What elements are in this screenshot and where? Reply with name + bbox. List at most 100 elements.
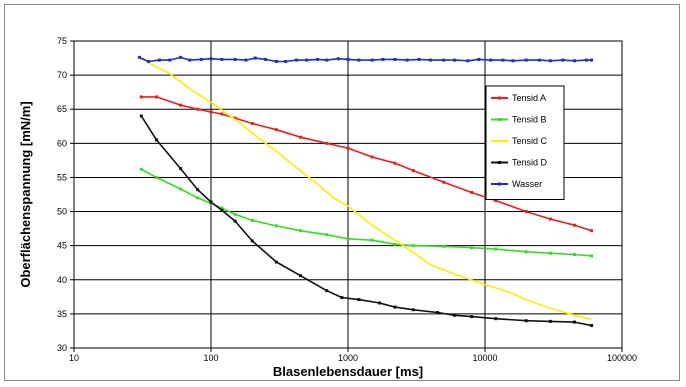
y-tick-label: 30 bbox=[57, 343, 67, 353]
y-tick-label: 60 bbox=[57, 138, 67, 148]
data-point bbox=[470, 190, 474, 194]
data-point bbox=[209, 110, 213, 114]
data-point bbox=[524, 250, 528, 254]
data-point bbox=[188, 58, 192, 62]
data-point bbox=[196, 188, 200, 192]
series-line bbox=[140, 115, 592, 327]
data-point bbox=[584, 58, 588, 62]
y-axis-label: Oberflächenspannung [mN/m] bbox=[18, 101, 33, 287]
data-point bbox=[147, 59, 151, 63]
data-point bbox=[340, 296, 344, 300]
data-point bbox=[209, 200, 213, 204]
y-tick-label: 65 bbox=[57, 104, 67, 114]
legend-entry: Wasser bbox=[512, 179, 542, 189]
data-point bbox=[274, 260, 278, 264]
x-tick-label: 10000 bbox=[472, 353, 497, 363]
legend-entry: Tensid C bbox=[512, 136, 548, 146]
x-axis: 10 100 1000 10000 100000 bbox=[69, 348, 637, 363]
data-point bbox=[548, 59, 552, 63]
data-point bbox=[196, 107, 200, 111]
series-tensid-c bbox=[139, 57, 592, 321]
data-point bbox=[494, 199, 498, 203]
legend-marker bbox=[498, 96, 501, 100]
y-tick-label: 40 bbox=[57, 275, 67, 285]
data-point bbox=[274, 224, 278, 228]
data-point bbox=[325, 289, 329, 293]
data-point bbox=[572, 253, 576, 257]
y-tick-label: 45 bbox=[57, 241, 67, 251]
data-point bbox=[489, 58, 493, 62]
legend-entry: Tensid A bbox=[512, 93, 546, 103]
data-point bbox=[442, 180, 446, 184]
data-point bbox=[538, 58, 542, 62]
data-point bbox=[284, 59, 288, 63]
data-point bbox=[154, 95, 158, 99]
data-point bbox=[316, 57, 320, 61]
data-point bbox=[453, 58, 457, 62]
data-point bbox=[250, 122, 254, 126]
x-tick-label: 1000 bbox=[338, 353, 358, 363]
data-point bbox=[470, 315, 474, 319]
legend-entry: Tensid B bbox=[512, 115, 547, 125]
data-point bbox=[233, 212, 237, 216]
data-point bbox=[157, 58, 161, 62]
data-point bbox=[494, 247, 498, 251]
data-point bbox=[253, 56, 257, 60]
data-point bbox=[298, 274, 302, 278]
data-point bbox=[548, 217, 552, 221]
data-point bbox=[220, 208, 224, 212]
legend-marker bbox=[498, 118, 501, 121]
data-point bbox=[199, 57, 203, 61]
data-point bbox=[209, 57, 213, 61]
data-point bbox=[393, 57, 397, 61]
series-tensid-b bbox=[139, 167, 594, 258]
data-point bbox=[168, 58, 172, 62]
data-point bbox=[524, 58, 528, 62]
data-point bbox=[442, 244, 446, 248]
data-point bbox=[179, 103, 183, 107]
data-point bbox=[417, 57, 421, 61]
series-layer bbox=[137, 55, 594, 327]
data-point bbox=[244, 58, 248, 62]
y-tick-label: 75 bbox=[57, 36, 67, 46]
data-point bbox=[233, 116, 237, 120]
data-point bbox=[590, 323, 594, 327]
data-point bbox=[524, 210, 528, 214]
series-tensid-d bbox=[139, 114, 594, 327]
data-point bbox=[494, 317, 498, 321]
legend-marker bbox=[498, 182, 501, 186]
y-axis: 30 35 40 45 50 55 60 65 70 75 bbox=[57, 36, 74, 353]
data-point bbox=[336, 57, 340, 61]
series-line bbox=[139, 56, 592, 63]
data-point bbox=[370, 155, 374, 159]
data-point bbox=[139, 95, 143, 99]
data-point bbox=[393, 161, 397, 165]
data-point bbox=[274, 128, 278, 132]
data-point bbox=[411, 169, 415, 173]
data-point bbox=[196, 196, 200, 200]
data-point bbox=[298, 135, 302, 139]
x-axis-label: Blasenlebensdauer [ms] bbox=[273, 364, 423, 379]
data-point bbox=[466, 59, 470, 63]
data-point bbox=[357, 58, 361, 62]
data-point bbox=[264, 57, 268, 61]
data-point bbox=[393, 242, 397, 246]
data-point bbox=[250, 239, 254, 243]
data-point bbox=[346, 57, 350, 61]
data-point bbox=[393, 305, 397, 309]
data-point bbox=[325, 233, 329, 237]
data-point bbox=[590, 58, 594, 62]
data-point bbox=[572, 223, 576, 227]
data-point bbox=[572, 59, 576, 63]
y-tick-label: 50 bbox=[57, 207, 67, 217]
data-point bbox=[381, 57, 385, 61]
series-line bbox=[141, 96, 592, 232]
data-point bbox=[501, 58, 505, 62]
data-point bbox=[325, 58, 329, 62]
series-line bbox=[139, 57, 592, 321]
data-point bbox=[511, 59, 515, 63]
legend-entry: Tensid D bbox=[512, 158, 548, 168]
legend-marker bbox=[498, 161, 501, 164]
data-point bbox=[548, 251, 552, 255]
